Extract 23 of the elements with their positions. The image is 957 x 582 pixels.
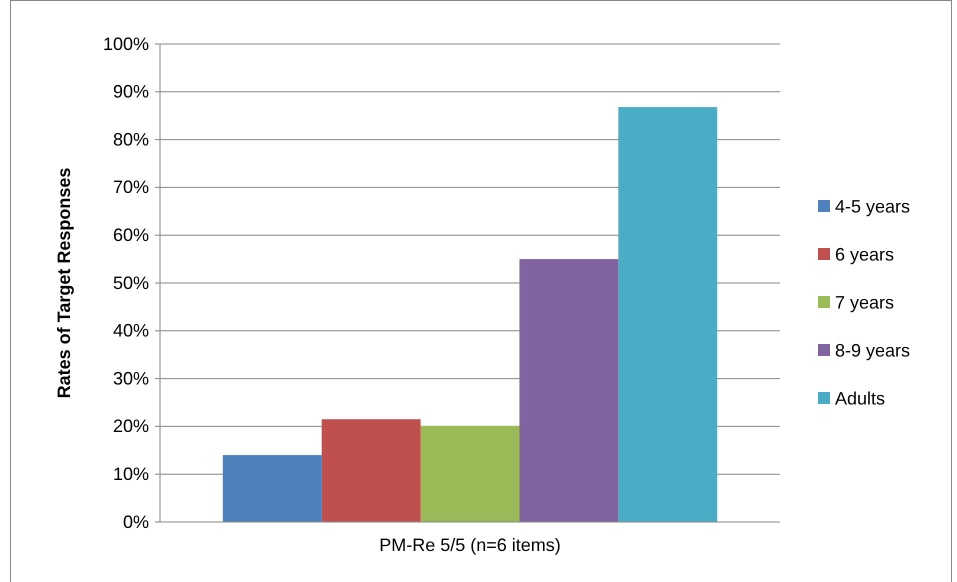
- y-tick-label: 30%: [112, 368, 149, 388]
- y-tick-label: 60%: [112, 224, 149, 245]
- bar: [420, 426, 520, 522]
- y-tick-label: 40%: [112, 320, 149, 341]
- bar: [222, 455, 322, 522]
- legend-label: 7 years: [835, 292, 894, 312]
- bar: [322, 419, 421, 522]
- legend-label: Adults: [835, 388, 886, 408]
- bar: [618, 107, 718, 522]
- y-tick-label: 50%: [112, 272, 149, 293]
- y-tick-label: 20%: [112, 416, 149, 436]
- bar: [519, 259, 618, 522]
- x-tick-label: PM-Re 5/5 (n=6 items): [379, 534, 561, 555]
- y-tick-label: 80%: [112, 129, 149, 150]
- y-tick-label: 90%: [112, 82, 149, 102]
- legend-label: 4-5 years: [835, 196, 910, 216]
- y-tick-label: 0%: [122, 512, 149, 532]
- legend-label: 8-9 years: [835, 340, 910, 360]
- y-tick-label: 100%: [102, 34, 149, 54]
- y-axis-title: Rates of Target Responses: [54, 168, 74, 398]
- y-tick-label: 10%: [112, 464, 149, 484]
- legend-label: 6 years: [835, 244, 894, 264]
- y-tick-label: 70%: [112, 177, 149, 198]
